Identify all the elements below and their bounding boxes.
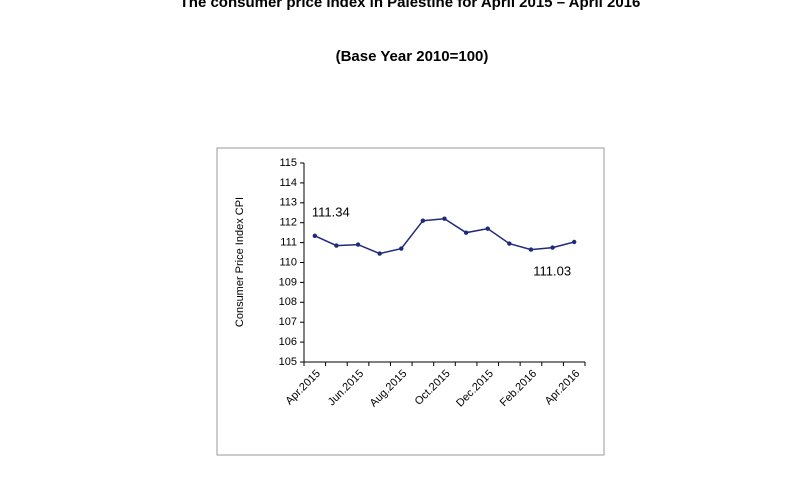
- y-tick-label: 112: [279, 217, 297, 229]
- x-tick-label: Apr.2016: [543, 368, 583, 408]
- point: [485, 226, 490, 231]
- y-axis-label: Consumer Price Index CPI: [234, 197, 246, 327]
- y-tick-label: 114: [279, 177, 297, 189]
- data-label: 111.03: [533, 263, 571, 278]
- point: [442, 216, 447, 221]
- y-tick-label: 111: [280, 237, 297, 249]
- data-label: 111.34: [312, 204, 350, 219]
- chart-frame: [216, 147, 605, 456]
- point: [334, 243, 339, 248]
- point: [420, 218, 426, 223]
- line: [314, 217, 575, 255]
- point: [463, 230, 469, 235]
- point: [399, 246, 404, 251]
- y-tick-label: 113: [279, 197, 297, 209]
- point: [377, 251, 382, 256]
- x-tick-label: Feb.2016: [498, 368, 539, 409]
- x-tick-label: Apr.2015: [283, 368, 323, 408]
- chart-subtitle: (Base Year 2010=100): [336, 48, 489, 65]
- point: [312, 233, 318, 239]
- y-tick-label: 106: [279, 336, 297, 348]
- y-tick-label: 107: [279, 316, 297, 328]
- y-tick-label: 105: [279, 356, 297, 368]
- point: [528, 247, 534, 252]
- chart-title: The consumer price index in Palestine fo…: [180, 0, 641, 11]
- point: [550, 245, 555, 250]
- x-tick-label: Dec.2015: [454, 368, 496, 410]
- point: [571, 239, 577, 245]
- y-tick-label: 109: [279, 276, 297, 288]
- y-tick-label: 110: [279, 256, 297, 268]
- x-tick-label: Aug.2015: [368, 368, 410, 410]
- point: [355, 242, 361, 247]
- x-tick-label: Jun.2015: [326, 368, 366, 408]
- y-tick-label: 108: [279, 296, 297, 308]
- point: [507, 241, 512, 246]
- y-tick-label: 115: [279, 157, 297, 169]
- x-tick-label: Oct.2015: [413, 368, 453, 408]
